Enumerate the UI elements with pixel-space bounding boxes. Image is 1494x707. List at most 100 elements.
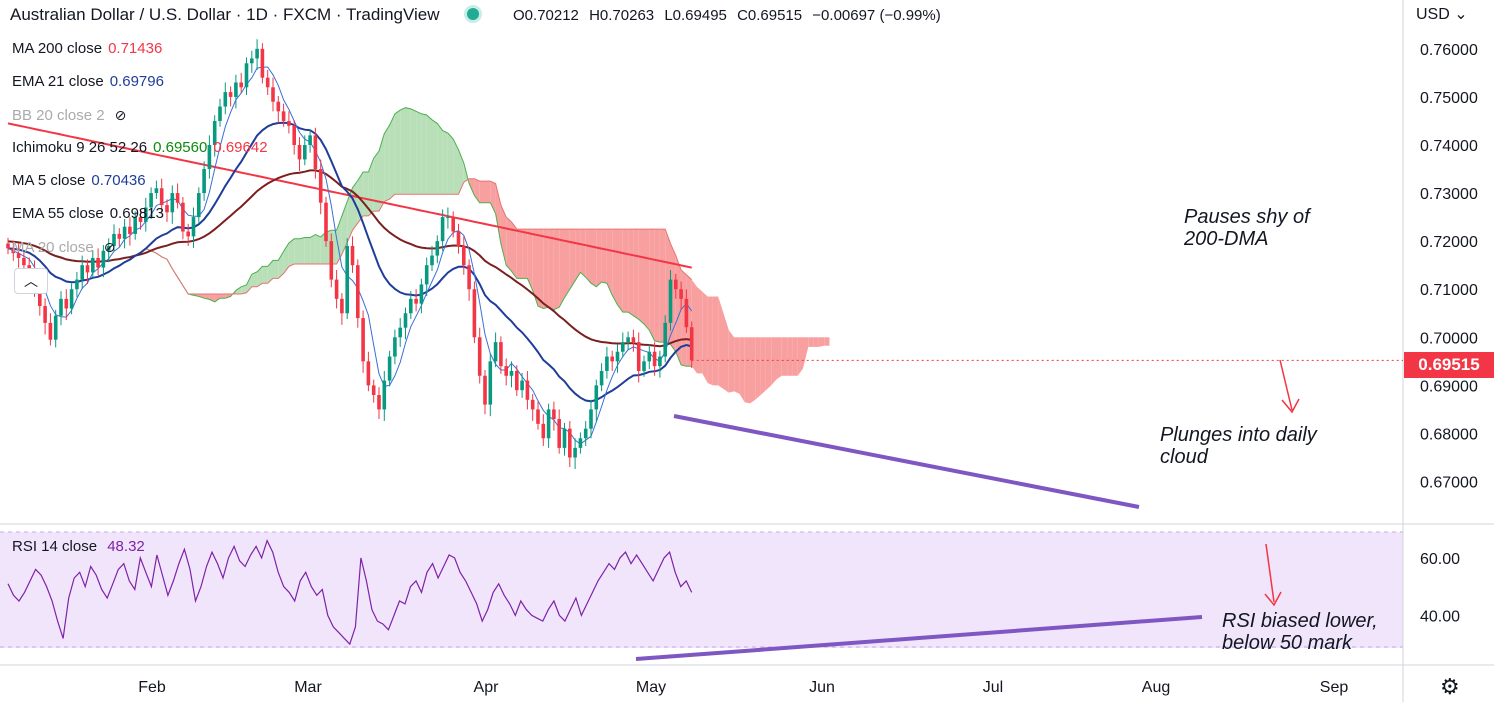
candle [419, 278, 424, 314]
candle [573, 438, 577, 470]
candle [387, 350, 392, 387]
rsi-legend-name: RSI 14 close [12, 538, 98, 555]
candle-body [297, 145, 302, 160]
candle-body [472, 289, 477, 338]
candle [128, 217, 132, 246]
cloud-segment [617, 229, 623, 313]
candle [599, 363, 604, 392]
candle-body [435, 241, 440, 256]
candle [175, 183, 180, 209]
candle [117, 228, 122, 247]
eye-hidden-icon[interactable]: ⊘ [103, 239, 116, 255]
candle-body [6, 243, 10, 249]
y-tick-label: 0.73000 [1420, 186, 1478, 203]
collapse-legend-button[interactable]: ︿ [14, 268, 48, 294]
legend-ma20[interactable]: MA 20 close ⊘ [12, 238, 115, 257]
cloud-segment [755, 337, 761, 400]
candle-body [642, 361, 646, 371]
candle-body [69, 289, 74, 309]
candle-body [689, 327, 694, 361]
candle [652, 342, 657, 376]
cloud-segment [808, 337, 814, 347]
cloud-segment [373, 151, 379, 212]
candle-body [504, 366, 508, 376]
cloud-segment [426, 114, 432, 195]
legend-bb20[interactable]: BB 20 close 2 ⊘ [12, 106, 126, 125]
candle [218, 98, 222, 127]
candle [181, 196, 185, 240]
candle-body [647, 351, 652, 362]
cloud-segment [612, 229, 618, 305]
candle-body [122, 226, 127, 239]
candle [324, 196, 328, 247]
cloud-segment [495, 183, 501, 244]
cloud-segment [310, 234, 316, 264]
candle-body [546, 409, 551, 439]
cloud-segment [437, 123, 443, 195]
cloud-segment [591, 229, 597, 287]
candle [467, 259, 471, 301]
cloud-segment [432, 119, 438, 195]
candle [631, 329, 636, 352]
legend-ma200[interactable]: MA 200 close 0.71436 [12, 40, 162, 58]
candle-body [530, 399, 535, 410]
candle-body [154, 188, 159, 194]
cloud-segment [787, 337, 793, 376]
candle [106, 238, 111, 263]
candle-body [409, 298, 413, 314]
annotation-line: Plunges into daily [1160, 424, 1317, 446]
symbol-title[interactable]: Australian Dollar / U.S. Dollar · 1D · F… [10, 5, 440, 24]
candle-body [165, 205, 169, 213]
span-b-line [145, 178, 693, 295]
cloud-segment [198, 294, 205, 299]
cloud-segment [744, 337, 750, 404]
candle-body [149, 193, 153, 208]
y-tick-label: 0.67000 [1420, 475, 1478, 492]
candle-body [334, 279, 339, 299]
candle [430, 245, 434, 271]
y-tick-label: 0.71000 [1420, 282, 1478, 299]
cloud-segment [543, 229, 549, 309]
candle [621, 332, 625, 358]
candle-body [419, 284, 424, 304]
candle [356, 259, 360, 328]
candle [515, 365, 519, 396]
candle [244, 57, 249, 95]
cloud-segment [251, 271, 258, 287]
legend-ema21[interactable]: EMA 21 close 0.69796 [12, 73, 164, 91]
candle [239, 72, 243, 94]
candle-body [186, 231, 190, 237]
candle-body [324, 202, 328, 242]
legend-ema55[interactable]: EMA 55 close 0.69813 [12, 205, 164, 223]
candle-body [356, 265, 360, 319]
legend-ichimoku[interactable]: Ichimoku 9 26 52 26 0.69560 0.69642 [12, 139, 268, 157]
cloud-segment [304, 237, 311, 264]
arrow-price [1279, 359, 1293, 411]
annotation-pause[interactable]: Pauses shy of 200-DMA [1184, 206, 1310, 250]
cloud-segment [723, 313, 729, 393]
gear-icon[interactable]: ⚙ [1440, 674, 1460, 699]
candle [594, 379, 599, 421]
eye-hidden-icon[interactable]: ⊘ [114, 107, 127, 123]
ema55-line [7, 169, 692, 348]
candle-body [292, 125, 296, 145]
cloud-segment [241, 285, 247, 295]
candle [541, 414, 546, 446]
legend-value: 0.69560 [153, 139, 208, 156]
candle-body [128, 226, 132, 234]
candle [255, 39, 259, 70]
annotation-rsi[interactable]: RSI biased lower, below 50 mark [1222, 610, 1378, 654]
cloud-segment [225, 294, 231, 299]
legend-ma5[interactable]: MA 5 close 0.70436 [12, 172, 146, 190]
candle [504, 358, 508, 386]
candle [11, 240, 16, 261]
candle [159, 178, 164, 213]
annotation-plunge[interactable]: Plunges into daily cloud [1160, 424, 1317, 468]
cloud-segment [575, 229, 581, 281]
candle-body [218, 106, 222, 121]
rsi-legend[interactable]: RSI 14 close 48.32 [12, 538, 145, 555]
candle-body [228, 92, 233, 97]
cloud-segment [485, 181, 491, 203]
currency-button[interactable]: USD ⌄ [1416, 4, 1468, 24]
